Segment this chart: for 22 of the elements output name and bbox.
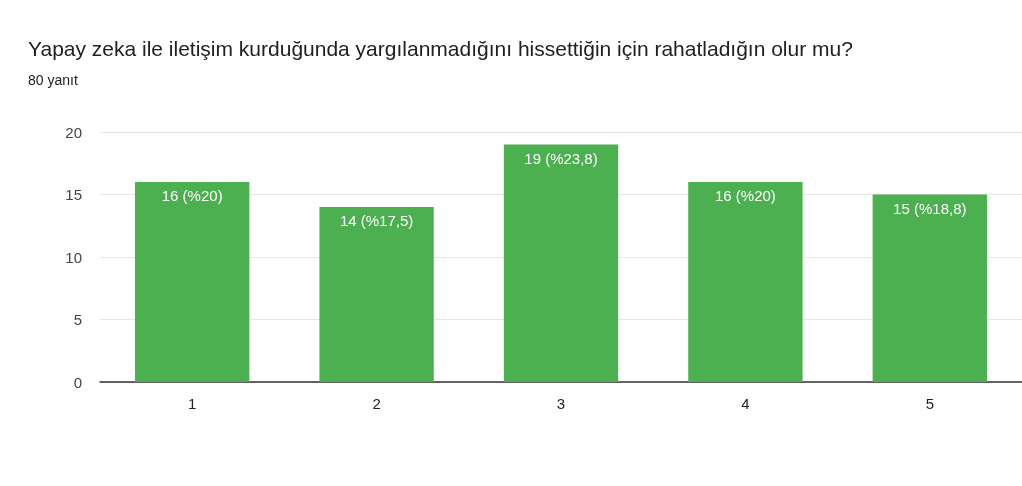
data-label: 19 (%23,8): [524, 149, 598, 167]
x-tick-label: 3: [556, 395, 566, 412]
chart-title: Yapay zeka ile iletişim kurduğunda yargılanmadığını hissettiğin için rahatladığın olur mu?: [28, 37, 853, 60]
bar: [135, 182, 250, 382]
bar: [503, 144, 619, 382]
bar: [872, 194, 987, 382]
y-tick-label: 10: [65, 248, 82, 266]
y-tick-label: 20: [65, 123, 82, 141]
chart-subtitle: 80 yanıt: [28, 72, 78, 88]
data-label: 15 (%18,8): [893, 199, 967, 217]
bar: [319, 207, 434, 382]
x-tick-label: 2: [372, 395, 381, 412]
y-tick-label: 0: [73, 373, 82, 391]
bar: [688, 182, 803, 382]
data-label: 14 (%17,5): [339, 212, 414, 229]
x-tick-label: 1: [188, 395, 197, 412]
y-tick-label: 5: [73, 311, 82, 328]
data-label: 16 (%20): [714, 187, 776, 204]
data-label: 16 (%20): [161, 187, 223, 204]
x-tick-label: 4: [741, 395, 750, 412]
x-tick-label: 5: [925, 395, 934, 412]
y-tick-label: 15: [65, 186, 82, 203]
